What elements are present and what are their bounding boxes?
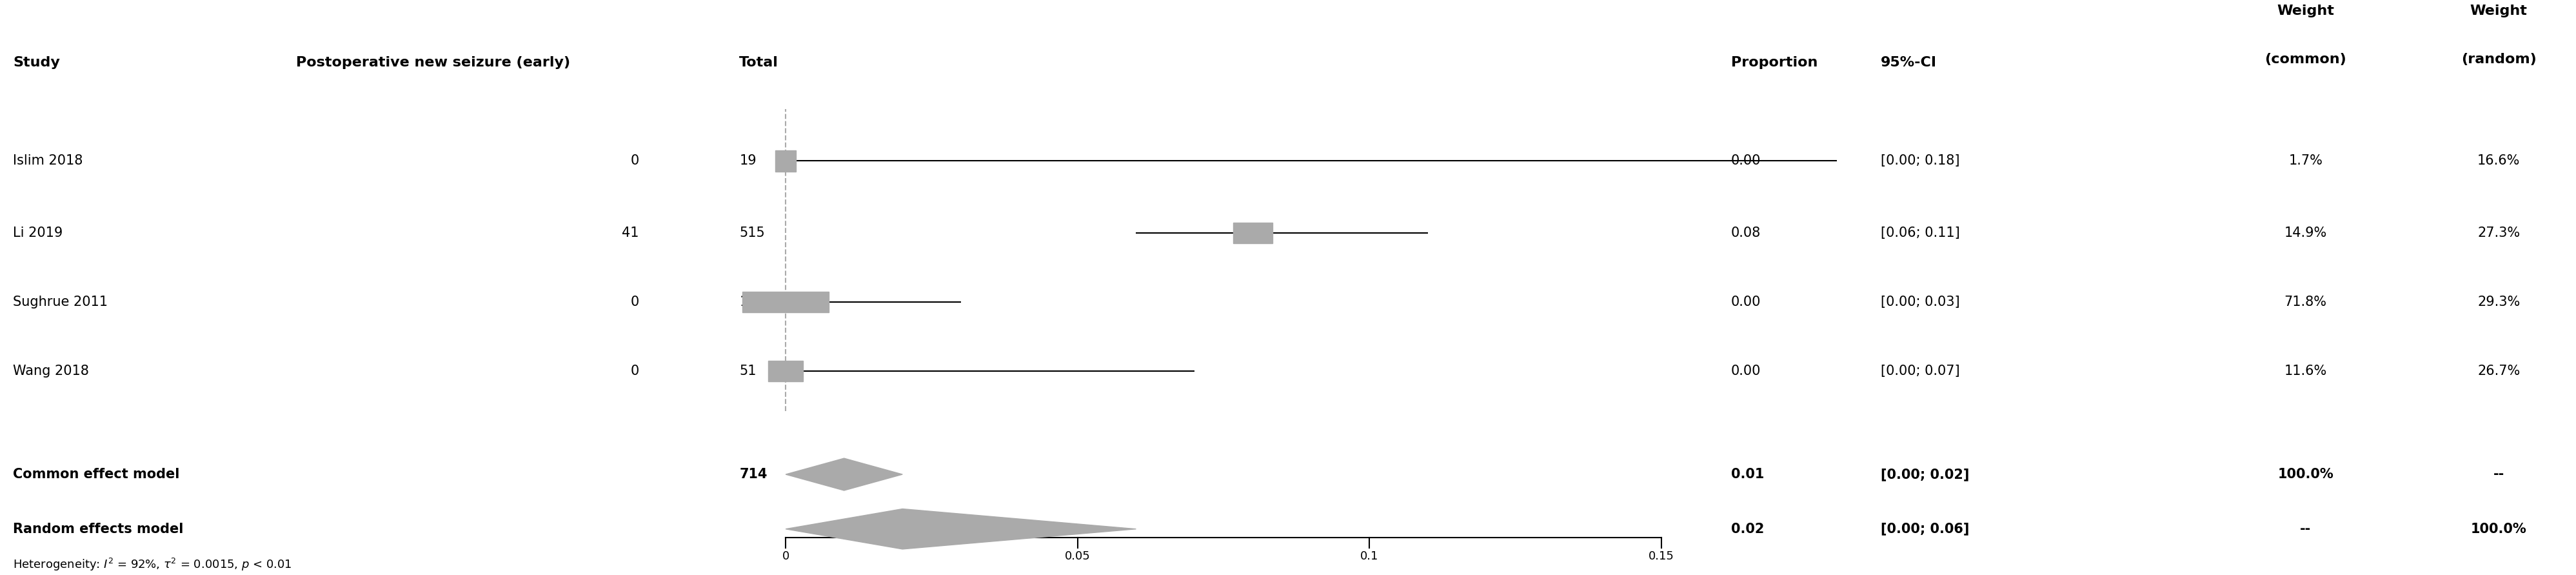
Text: 19: 19 [739,155,757,167]
Text: [0.00; 0.02]: [0.00; 0.02] [1880,468,1968,481]
Text: 0.1: 0.1 [1360,550,1378,562]
Text: [0.00; 0.07]: [0.00; 0.07] [1880,365,1960,377]
Text: 129: 129 [739,296,765,308]
Bar [1234,223,1273,243]
Bar [768,361,804,381]
Text: [0.00; 0.06]: [0.00; 0.06] [1880,523,1968,535]
Text: 41: 41 [621,227,639,239]
Text: Common effect model: Common effect model [13,468,180,481]
Text: 1.7%: 1.7% [2287,155,2324,167]
Text: Total: Total [739,56,778,69]
Text: 26.7%: 26.7% [2478,365,2519,377]
Text: Weight: Weight [2470,5,2527,17]
Text: Postoperative new seizure (early): Postoperative new seizure (early) [296,56,569,69]
Text: Li 2019: Li 2019 [13,227,62,239]
Text: 0: 0 [631,296,639,308]
Text: (common): (common) [2264,53,2347,66]
Text: 16.6%: 16.6% [2478,155,2519,167]
Text: 51: 51 [739,365,757,377]
Text: 11.6%: 11.6% [2285,365,2326,377]
Polygon shape [786,509,1136,549]
Text: 71.8%: 71.8% [2285,296,2326,308]
Text: Islim 2018: Islim 2018 [13,155,82,167]
Text: 0.00: 0.00 [1731,155,1762,167]
Text: 0.08: 0.08 [1731,227,1762,239]
Text: 29.3%: 29.3% [2478,296,2519,308]
Text: (random): (random) [2460,53,2537,66]
Text: Weight: Weight [2277,5,2334,17]
Text: 95%-CI: 95%-CI [1880,56,1937,69]
Text: Proportion: Proportion [1731,56,1819,69]
Text: Random effects model: Random effects model [13,523,183,535]
Text: 0: 0 [631,365,639,377]
Text: 14.9%: 14.9% [2285,227,2326,239]
Text: 714: 714 [739,468,768,481]
Text: 0.05: 0.05 [1064,550,1090,562]
Text: Study: Study [13,56,59,69]
Text: 100.0%: 100.0% [2277,468,2334,481]
Text: [0.00; 0.03]: [0.00; 0.03] [1880,296,1960,308]
Text: 0.01: 0.01 [1731,468,1765,481]
Text: 0: 0 [631,155,639,167]
Text: 0.00: 0.00 [1731,296,1762,308]
Text: 100.0%: 100.0% [2470,523,2527,535]
Text: [0.06; 0.11]: [0.06; 0.11] [1880,227,1960,239]
Text: 515: 515 [739,227,765,239]
Text: --: -- [2300,523,2311,535]
Bar [775,151,796,171]
Polygon shape [786,458,902,490]
Text: 27.3%: 27.3% [2478,227,2519,239]
Text: --: -- [2494,468,2504,481]
Text: Sughrue 2011: Sughrue 2011 [13,296,108,308]
Text: 0: 0 [783,550,788,562]
Text: Wang 2018: Wang 2018 [13,365,90,377]
Text: [0.00; 0.18]: [0.00; 0.18] [1880,155,1960,167]
Text: 0.00: 0.00 [1731,365,1762,377]
Text: 0.02: 0.02 [1731,523,1765,535]
Bar [742,292,829,312]
Text: 0.15: 0.15 [1649,550,1674,562]
Text: Heterogeneity: $I^2$ = 92%, $\tau^2$ = 0.0015, $p$ < 0.01: Heterogeneity: $I^2$ = 92%, $\tau^2$ = 0… [13,557,291,572]
